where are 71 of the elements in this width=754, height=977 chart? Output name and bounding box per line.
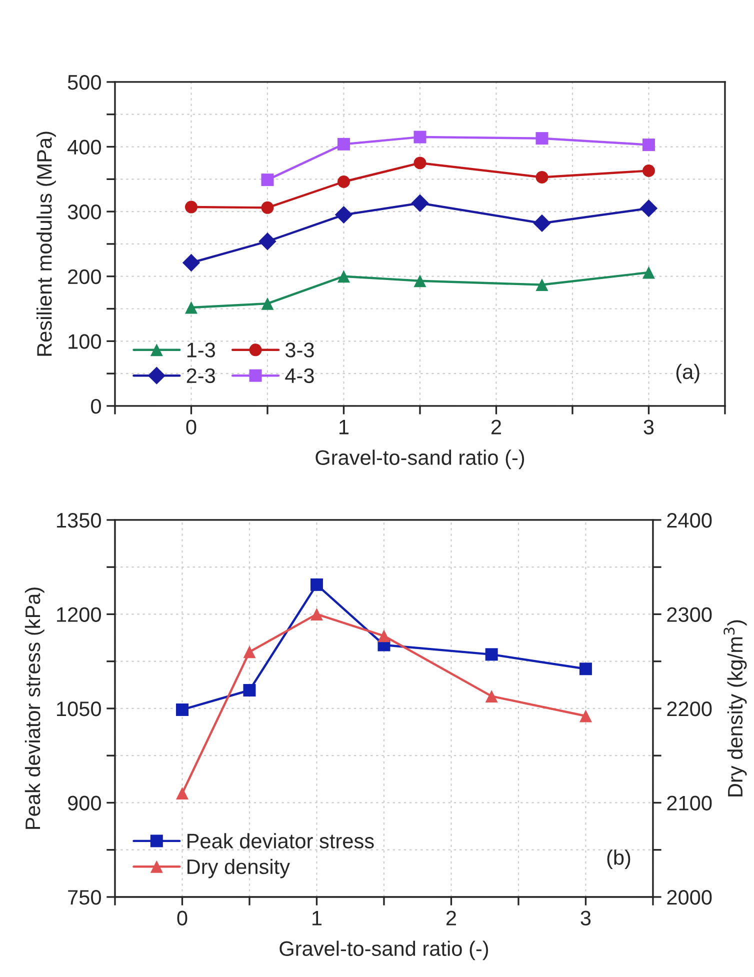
x-tick-label: 1 (340, 420, 349, 434)
point (182, 254, 200, 272)
point (414, 130, 426, 144)
point (337, 270, 350, 283)
point (536, 132, 548, 145)
y-tick-label: 500 (68, 74, 101, 90)
point (642, 266, 655, 279)
y2-tick-label: 2400 (667, 512, 712, 528)
point (536, 278, 548, 292)
y-tick-label: 300 (68, 204, 101, 220)
point (579, 710, 592, 722)
y2-tick-label: 2200 (667, 701, 712, 716)
point (533, 214, 551, 232)
point (640, 199, 658, 218)
legend-label: 2-3 (186, 368, 216, 384)
point (261, 174, 274, 186)
point (378, 630, 390, 642)
point (414, 274, 426, 288)
point (411, 194, 429, 212)
x-tick-label: 2 (446, 910, 456, 926)
point (184, 301, 198, 314)
point (310, 608, 323, 620)
y-tick-label: 750 (68, 890, 101, 905)
point (337, 176, 350, 188)
point (414, 156, 426, 170)
x-tick-label: 3 (580, 910, 591, 926)
y2-tick-label: 2000 (667, 890, 712, 905)
y-axis-title: Resilient modulus (MPa) (36, 132, 56, 356)
point (176, 703, 188, 716)
point (337, 138, 350, 150)
legend-label: 1-3 (187, 342, 216, 358)
legend-label: 4-3 (285, 368, 314, 384)
point (485, 648, 498, 661)
y2-axis-title: Dry density (kg/m$^{3}$) (724, 620, 747, 796)
annotation: (b) (607, 850, 630, 869)
x-tick-label: 2 (491, 420, 501, 434)
point (176, 787, 188, 800)
point (485, 690, 498, 702)
legend-label: Peak deviator stress (188, 833, 374, 848)
annotation: (a) (676, 364, 700, 384)
point (536, 170, 548, 184)
point (261, 297, 274, 310)
x-tick-label: 0 (177, 910, 188, 926)
x-tick-label: 3 (644, 420, 654, 434)
legend-label: 3-3 (285, 342, 314, 358)
y-tick-label: 900 (68, 796, 101, 810)
x-tick-label: 1 (312, 910, 322, 926)
legend-label: Dry density (188, 858, 290, 878)
y-tick-label: 200 (68, 269, 101, 284)
y-tick-label: 100 (68, 334, 101, 349)
point (334, 206, 353, 224)
y-tick-label: 1350 (57, 512, 101, 528)
point (261, 201, 274, 214)
y-axis-title: Peak deviator stress (kPa) (24, 588, 44, 829)
x-axis-title: Gravel-to-sand ratio (-) (316, 450, 524, 470)
point (579, 662, 592, 676)
y-tick-label: 400 (68, 140, 101, 155)
y-tick-label: 1200 (57, 607, 101, 622)
x-axis-title: Gravel-to-sand ratio (-) (280, 940, 488, 960)
x-tick-label: 0 (186, 420, 196, 434)
y-tick-label: 1050 (57, 701, 101, 716)
y-tick-label: 0 (91, 398, 101, 414)
y2-tick-label: 2100 (667, 796, 712, 810)
point (243, 646, 256, 658)
point (243, 684, 256, 696)
point (310, 578, 323, 591)
point (184, 200, 198, 214)
point (642, 138, 655, 152)
y2-tick-label: 2300 (667, 607, 712, 622)
point (258, 232, 276, 250)
point (642, 164, 655, 177)
